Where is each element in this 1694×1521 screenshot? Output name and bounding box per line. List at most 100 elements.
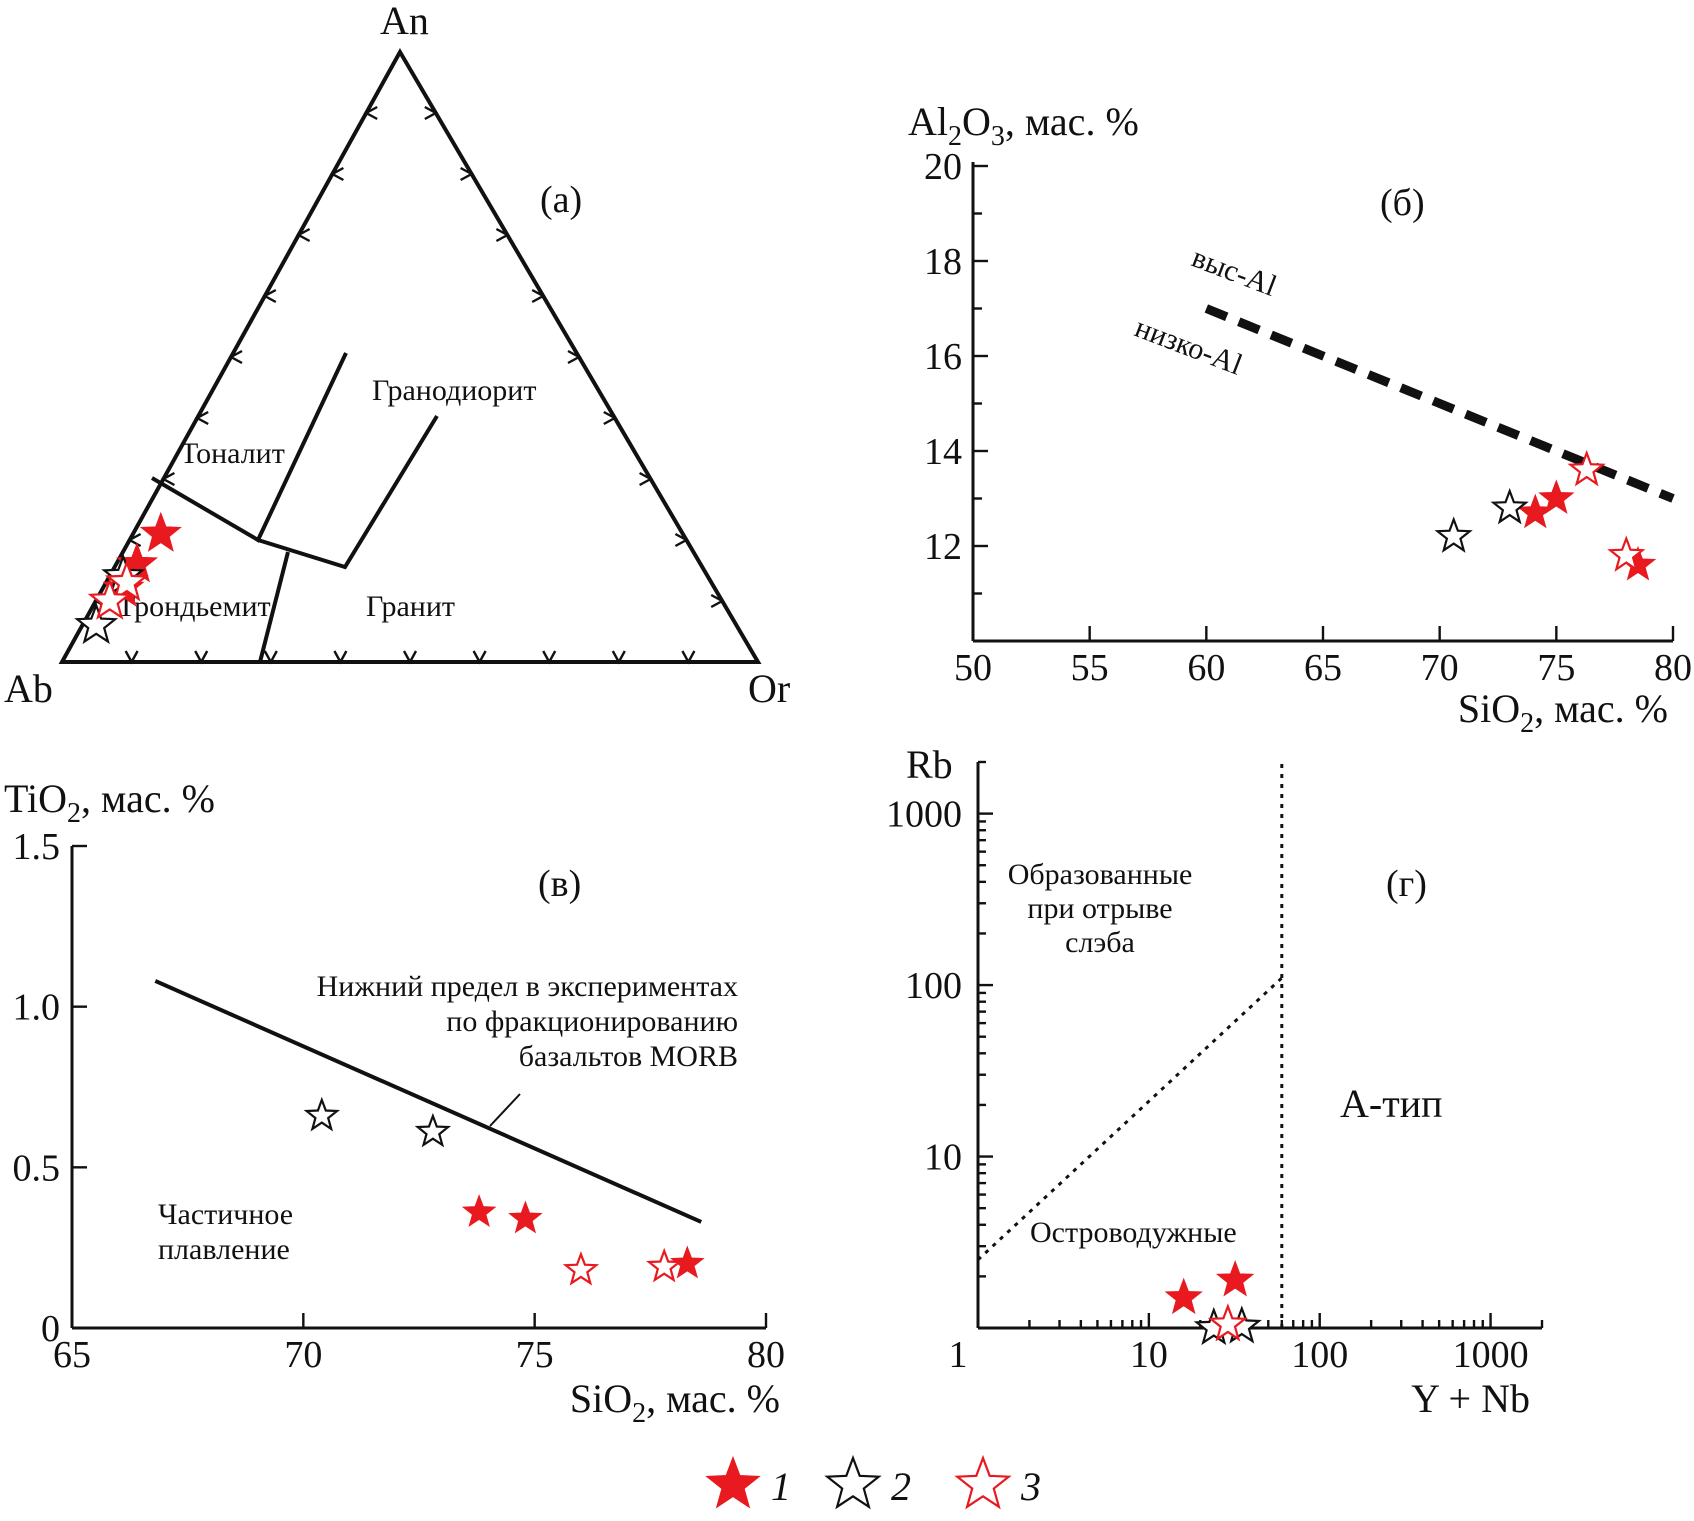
b-al-divider-line — [1204, 304, 1675, 503]
b-point — [1434, 516, 1473, 553]
vertex-an-label: An — [380, 0, 429, 43]
ternary-tick — [363, 105, 378, 121]
boundary-granite — [258, 551, 290, 663]
ternary-tick — [194, 410, 209, 426]
g-x-tick-label: 1 — [949, 1334, 968, 1376]
g-point — [1164, 1277, 1203, 1315]
v-x-axis-label: SiO2, мас. % — [570, 1376, 780, 1429]
panel-a-points — [74, 511, 182, 645]
ternary-tick — [639, 471, 654, 487]
ternary-tick — [263, 650, 278, 665]
g-x-tick-label: 100 — [1291, 1334, 1348, 1376]
b-ticks: 50 55 60 65 70 75 80 12 14 16 18 20 — [924, 146, 1692, 689]
v-point — [461, 1194, 497, 1228]
b-low-al-label: низко-Al — [1130, 311, 1246, 382]
b-x-tick-label: 60 — [1187, 647, 1225, 689]
ternary-point — [74, 602, 119, 645]
panel-a: An Ab Or (а) Тоналит Гранодиорит Трондье… — [4, 0, 790, 711]
field-tonalite-label: Тоналит — [180, 437, 285, 470]
b-x-tick-label: 55 — [1071, 647, 1109, 689]
v-point — [670, 1245, 705, 1279]
b-x-axis-label: SiO2, мас. % — [1458, 686, 1668, 739]
ternary-tick — [160, 471, 175, 487]
v-partial-melting-line1: Частичное — [158, 1198, 293, 1231]
v-x-tick-label: 65 — [53, 1334, 91, 1376]
panel-b: 50 55 60 65 70 75 80 12 14 16 18 20 Al2O3, мас. % S… — [908, 99, 1692, 739]
panel-v-label: (в) — [538, 863, 581, 905]
ternary-tick — [674, 532, 689, 548]
v-point — [508, 1200, 543, 1234]
b-point — [1490, 487, 1529, 525]
b-x-tick-label: 70 — [1421, 647, 1459, 689]
legend-star-2 — [824, 1454, 882, 1510]
g-x-tick-label: 10 — [1130, 1334, 1168, 1376]
g-y-tick-label: 100 — [905, 965, 962, 1007]
field-trondhjemite-label: Трондьемит — [117, 590, 271, 623]
panel-g: 1 10 100 1000 10 100 1000 Rb Y + Nb (г) Образо… — [886, 742, 1544, 1421]
legend-label-3: 3 — [1020, 1464, 1041, 1509]
g-slab-line1: Образованные — [1008, 858, 1193, 891]
b-point — [1607, 535, 1646, 572]
b-x-tick-label: 50 — [954, 647, 992, 689]
g-slab-line2: при отрыве — [1027, 892, 1172, 925]
v-point — [303, 1096, 341, 1132]
ternary-ticks — [93, 105, 725, 665]
b-point — [1538, 479, 1575, 515]
g-ticks: 1 10 100 1000 10 100 1000 — [886, 760, 1544, 1376]
b-y-axis-label: Al2O3, мас. % — [908, 99, 1139, 152]
legend-star-1 — [705, 1455, 761, 1509]
ternary-tick — [124, 650, 139, 665]
ternary-tick — [333, 650, 348, 665]
g-point — [1215, 1260, 1255, 1297]
v-lower-limit-line — [154, 979, 703, 1224]
ternary-tick — [460, 166, 475, 182]
panel-g-label: (г) — [1386, 863, 1427, 905]
v-y-tick-label: 1.5 — [13, 826, 61, 868]
b-high-al-label: выс-Al — [1187, 241, 1281, 303]
v-note-line2: по фракционированию — [446, 1005, 738, 1038]
b-point — [1567, 449, 1606, 487]
v-x-tick-label: 70 — [284, 1334, 322, 1376]
vertex-or-label: Or — [748, 666, 790, 711]
ternary-tick — [296, 227, 311, 243]
b-y-tick-label: 18 — [924, 241, 962, 283]
legend-label-2: 2 — [891, 1464, 911, 1509]
panel-v: 65 70 75 80 0 0.5 1.0 1.5 TiO2, мас. % SiO2, ма… — [4, 776, 785, 1429]
g-arc-label: Островодужные — [1030, 1216, 1237, 1249]
v-leader-line — [489, 1093, 521, 1127]
panel-a-label: (а) — [540, 179, 582, 221]
v-note-line1: Нижний предел в экспериментах — [317, 970, 738, 1003]
ternary-tick — [531, 288, 546, 304]
ternary-point — [87, 577, 132, 620]
v-x-tick-label: 80 — [747, 1334, 785, 1376]
g-a-type-label: А-тип — [1340, 1081, 1443, 1126]
ternary-tick — [424, 105, 439, 121]
v-x-tick-label: 75 — [516, 1334, 554, 1376]
ternary-triangle — [58, 47, 762, 664]
v-y-tick-label: 1.0 — [13, 987, 61, 1029]
v-point — [562, 1251, 600, 1286]
panel-b-label: (б) — [1380, 182, 1425, 224]
ternary-point — [104, 559, 149, 602]
g-slab-line3: слэба — [1065, 926, 1135, 959]
ternary-tick — [603, 410, 618, 426]
g-y-tick-label: 10 — [924, 1137, 962, 1179]
v-note-line3: базальтов MORB — [519, 1040, 738, 1073]
b-y-tick-label: 16 — [924, 336, 962, 378]
v-y-tick-label: 0.5 — [13, 1147, 61, 1189]
v-ticks: 65 70 75 80 0 0.5 1.0 1.5 — [13, 826, 786, 1376]
g-y-tick-label: 1000 — [886, 794, 962, 836]
b-y-tick-label: 12 — [924, 526, 962, 568]
legend-label-1: 1 — [771, 1464, 791, 1509]
b-y-tick-label: 20 — [924, 146, 962, 188]
v-partial-melting-line2: плавление — [158, 1233, 290, 1266]
g-x-tick-label: 1000 — [1453, 1334, 1529, 1376]
field-granite-label: Гранит — [366, 590, 455, 623]
ternary-tick — [262, 288, 277, 304]
legend-star-3 — [954, 1454, 1012, 1510]
ternary-tick — [402, 650, 418, 665]
field-granodiorite-label: Гранодиорит — [372, 374, 536, 407]
ternary-tick — [710, 593, 725, 609]
ternary-tick — [228, 349, 243, 365]
